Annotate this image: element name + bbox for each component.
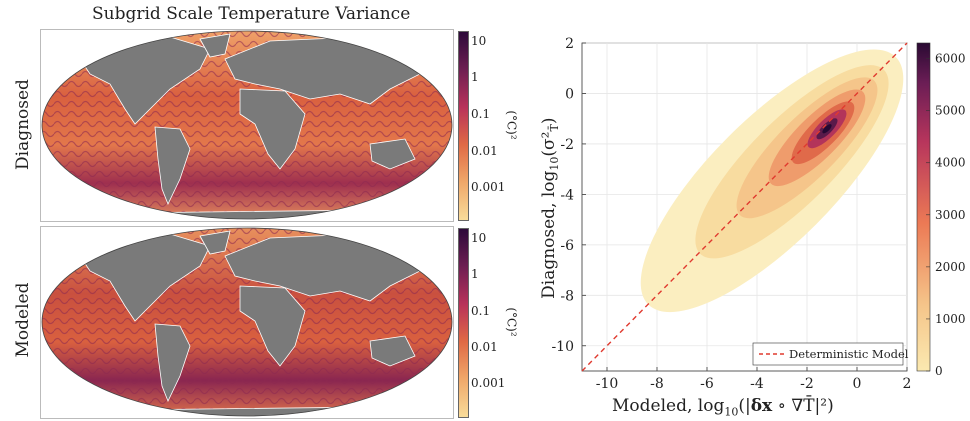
x-tick-label: -10 <box>596 376 619 392</box>
colorbar-modeled <box>458 228 469 418</box>
density-contour-7 <box>822 124 832 134</box>
colorbar-tick-label: 5000 <box>935 104 966 118</box>
y-tick-label: 2 <box>565 36 574 52</box>
axes: -10 -8 -6 -4 -2 0 2 2 0 -2 -4 -6 -8 -10 <box>551 36 911 392</box>
x-tick-label: -6 <box>700 376 714 392</box>
legend-label: Deterministic Model <box>789 347 909 361</box>
map-modeled <box>40 226 454 419</box>
y-tick-label: -10 <box>551 339 574 355</box>
cb1-tick-001: 0.01 <box>471 144 498 158</box>
x-tick-label: 0 <box>853 376 862 392</box>
colorbar-tick-label: 6000 <box>935 52 966 66</box>
cb1-tick-0001: 0.001 <box>471 180 506 194</box>
reference-line <box>581 42 908 372</box>
deterministic-model-line <box>581 42 908 372</box>
cb2-tick-001: 0.01 <box>471 340 498 354</box>
y-tick-label: -2 <box>560 137 574 153</box>
cb2-tick-01: 0.1 <box>471 304 491 318</box>
colorbar-tick-label: 2000 <box>935 260 966 274</box>
colorbar-diagnosed <box>458 31 469 221</box>
x-tick-label: 2 <box>903 376 912 392</box>
colorbar-tick-label: 4000 <box>935 156 966 170</box>
cb2-tick-1: 1 <box>471 267 479 281</box>
land-australia <box>369 138 416 170</box>
x-tick-label: -4 <box>750 376 764 392</box>
map-diagnosed <box>40 29 454 222</box>
y-tick-label: -8 <box>560 288 574 304</box>
density-colorbar <box>916 42 931 372</box>
legend-box <box>752 342 904 366</box>
land-south-america <box>154 126 191 205</box>
row-label-diagnosed: Diagnosed <box>13 79 33 170</box>
density-cloud <box>640 49 904 313</box>
cb1-unit: (°C)² <box>504 110 519 140</box>
colorbar-tick-label: 0 <box>935 364 943 378</box>
y-tick-label: -4 <box>560 187 574 203</box>
cb2-tick-10: 10 <box>471 231 487 245</box>
y-tick-label: 0 <box>565 86 574 102</box>
y-axis-label: Diagnosed, log10(σ²T̄) <box>538 117 562 299</box>
land-greenland <box>199 33 231 58</box>
x-axis-label: Modeled, log10(|δx ∘ ∇T̄|²) <box>612 396 834 419</box>
cb1-tick-1: 1 <box>471 70 479 84</box>
row-label-modeled: Modeled <box>13 282 33 358</box>
cb2-unit: (°C)² <box>504 307 519 337</box>
cb1-tick-01: 0.1 <box>471 107 491 121</box>
y-tick-label: -6 <box>560 238 574 254</box>
colorbar-tick-label: 1000 <box>935 312 966 326</box>
left-title: Subgrid Scale Temperature Variance <box>92 4 411 24</box>
cb2-tick-0001: 0.001 <box>471 376 506 390</box>
colorbar-tick-label: 3000 <box>935 208 966 222</box>
x-tick-label: -8 <box>650 376 664 392</box>
density-colorbar-ticks: 6000 5000 4000 3000 2000 1000 0 <box>926 52 966 378</box>
x-tick-label: -2 <box>800 376 814 392</box>
cb1-tick-10: 10 <box>471 34 487 48</box>
density-scatter-chart: -10 -8 -6 -4 -2 0 2 2 0 -2 -4 -6 -8 -10 Deterministic… <box>551 36 966 392</box>
land-africa <box>239 88 306 170</box>
